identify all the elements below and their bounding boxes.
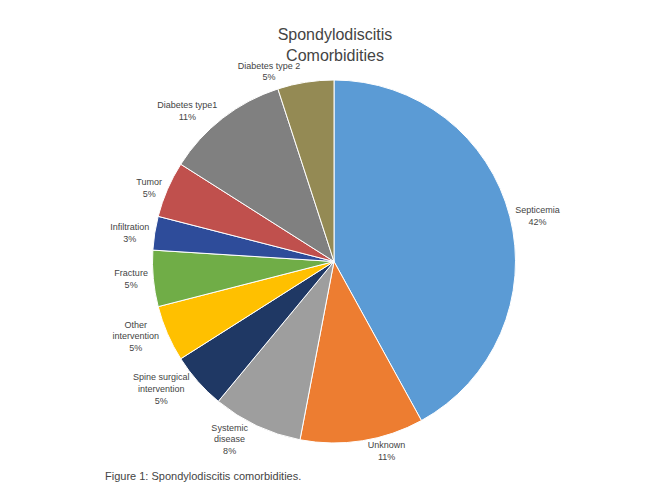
svg-text:SpondylodiscitisComorbidities: SpondylodiscitisComorbidities [278, 26, 393, 64]
svg-text:Diabetes type 25%: Diabetes type 25% [238, 61, 301, 83]
svg-text:Fracture5%: Fracture5% [114, 268, 148, 290]
svg-text:Infiltration3%: Infiltration3% [110, 222, 149, 244]
svg-text:Otherintervention5%: Otherintervention5% [113, 320, 160, 353]
svg-text:Systemicdisease8%: Systemicdisease8% [211, 423, 248, 456]
svg-text:Septicemia42%: Septicemia42% [515, 205, 560, 227]
svg-text:Figure 1: Spondylodiscitis com: Figure 1: Spondylodiscitis comorbidities… [105, 470, 301, 482]
svg-text:Diabetes type111%: Diabetes type111% [157, 100, 217, 122]
svg-text:Spine surgicalintervention5%: Spine surgicalintervention5% [133, 372, 190, 405]
svg-text:Tumor5%: Tumor5% [136, 177, 162, 199]
svg-text:Unknown11%: Unknown11% [368, 440, 406, 462]
